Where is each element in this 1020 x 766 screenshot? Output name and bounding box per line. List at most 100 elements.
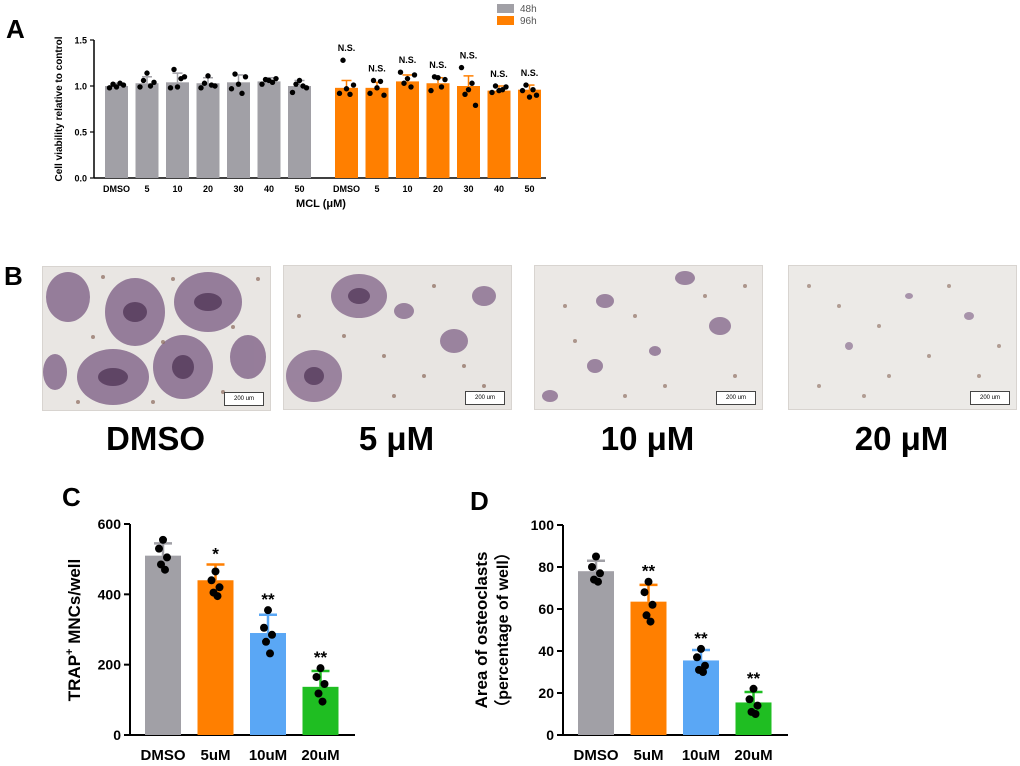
chart-c-bar-10uM [250, 633, 286, 735]
chart-a-data-point [151, 79, 157, 86]
chart-a-bar-48h-5 [135, 83, 159, 178]
chart-d-ytick-label: 80 [538, 559, 554, 575]
chart-a-data-point [340, 57, 346, 63]
chart-a-xtick-label: 10 [172, 184, 182, 194]
chart-c-data-point [262, 637, 270, 646]
chart-c-data-point [211, 567, 220, 576]
chart-d-bar-20uM [735, 702, 772, 735]
chart-c-bar-5uM [197, 580, 234, 735]
chart-c-data-point [266, 649, 274, 658]
chart-a-data-point [343, 86, 350, 92]
chart-a-bar-48h-30 [227, 82, 250, 178]
chart-a-data-point [113, 84, 120, 90]
chart-a-data-point [269, 79, 276, 86]
chart-a-ytick-label: 0.0 [74, 174, 87, 184]
legend-swatch-96h [497, 16, 514, 25]
chart-a-annotation: N.S. [368, 63, 386, 73]
chart-d-data-point [648, 600, 657, 609]
scale-bar-dmso: 200 um [224, 392, 264, 406]
chart-d-ytick-label: 0 [546, 727, 554, 743]
panel-label-c: C [62, 482, 81, 512]
chart-c-ytick-label: 200 [98, 657, 122, 673]
chart-c-data-point [213, 592, 222, 601]
chart-c-ytick-label: 0 [113, 727, 121, 743]
chart-a-xtick-label: 20 [433, 184, 443, 194]
chart-a-data-point [530, 86, 536, 93]
micrograph-10um: 200 um [534, 265, 763, 410]
chart-a-data-point [201, 80, 208, 86]
chart-a-data-point [458, 64, 465, 71]
chart-a-data-point [428, 87, 434, 94]
chart-c-bar-DMSO [145, 555, 181, 735]
chart-d-data-point [588, 563, 596, 571]
chart-a-xtick-label: 30 [463, 184, 473, 194]
chart-d-data-point [642, 611, 651, 620]
chart-a-data-point [242, 74, 249, 80]
chart-a-data-point [273, 75, 279, 82]
chart-a-xtick-label: 50 [294, 184, 304, 194]
chart-a-data-point [411, 72, 418, 78]
chart-a-data-point [492, 83, 499, 89]
chart-d-ytick-label: 40 [538, 643, 554, 659]
scale-bar-5um: 200 um [465, 391, 505, 405]
chart-d-data-point [644, 577, 653, 586]
chart-a-data-point [469, 80, 475, 86]
micrograph-10um-image [535, 266, 762, 409]
chart-a-bar-48h-10 [166, 82, 189, 178]
chart-a-xtick-label: 20 [203, 184, 213, 194]
chart-a-data-point [350, 82, 357, 88]
chart-a-bar-48h-50 [288, 86, 311, 178]
chart-a-bar-96h-10 [396, 81, 419, 178]
chart-a-data-point [205, 73, 211, 79]
chart-a-ytick-label: 1.0 [74, 82, 87, 92]
chart-c-data-point [314, 689, 323, 698]
chart-a-xtick-label: 30 [233, 184, 243, 194]
chart-d-data-point [640, 588, 649, 597]
chart-a-data-point [289, 89, 296, 96]
chart-c-data-point [161, 565, 169, 574]
panel-label-b: B [4, 261, 23, 291]
legend-swatch-48h [497, 4, 514, 13]
chart-a-data-point [533, 92, 540, 98]
chart-c-ytick-label: 600 [98, 516, 122, 532]
chart-a-data-point [408, 84, 414, 90]
chart-c-data-point [312, 672, 321, 681]
chart-a-bar-48h-40 [257, 81, 281, 178]
chart-c-data-point [320, 680, 329, 689]
chart-a-data-point [462, 91, 468, 97]
chart-a-ytick-label: 0.5 [74, 128, 87, 138]
micrograph-dmso-image [43, 267, 270, 410]
micrograph-5um: 200 um [283, 265, 512, 410]
chart-a-xtick-label: 5 [144, 184, 149, 194]
chart-d-significance: ** [694, 629, 708, 648]
chart-d-ytick-label: 60 [538, 601, 554, 617]
chart-c-xtick-label: DMSO [141, 747, 186, 764]
scale-bar-20um: 200 um [970, 391, 1010, 405]
chart-a-data-point [438, 84, 445, 90]
chart-d-xtick-label: DMSO [574, 747, 619, 764]
chart-d-xtick-label: 10uM [682, 747, 720, 764]
chart-d-data-point [753, 701, 762, 710]
chart-c-significance: ** [314, 648, 328, 667]
chart-a-data-point [228, 86, 235, 92]
chart-d-data-point [749, 684, 758, 693]
chart-d-y-axis-label-line1: Area of osteoclasts [472, 552, 491, 709]
chart-a-xtick-label: 40 [264, 184, 274, 194]
chart-a: 0.0 0.5 1.0 1.5 N.S. N.S. N.S. N.S. N.S. N.S. N.S… [54, 4, 546, 210]
chart-a-data-point [140, 77, 147, 84]
chart-d-ytick-label: 20 [538, 685, 554, 701]
chart-c-y-axis-label: TRAP+ MNCs/well [64, 559, 84, 701]
chart-a-bar-96h-20 [426, 83, 450, 178]
chart-a-data-point [296, 77, 303, 84]
chart-a-data-point [232, 71, 238, 77]
chart-a-data-point [435, 75, 441, 81]
chart-c-data-point [207, 576, 216, 585]
chart-d-bar-DMSO [578, 571, 614, 735]
chart-a-data-point [167, 85, 174, 91]
chart-a-data-point [401, 80, 407, 86]
chart-a-data-point [397, 69, 404, 75]
chart-d-data-point [701, 661, 709, 670]
chart-d-xtick-label: 5uM [634, 747, 664, 764]
